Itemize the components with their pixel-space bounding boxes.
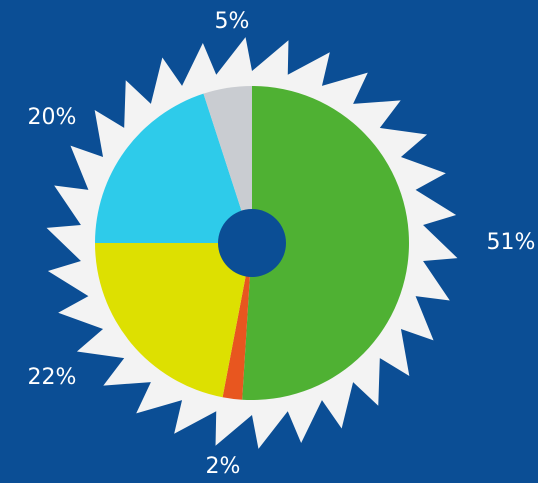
pie-slice (203, 86, 252, 243)
pie-slice (94, 243, 253, 398)
pie-slice (242, 86, 410, 401)
center-hole (218, 209, 286, 277)
value-label: 20% (28, 105, 77, 130)
value-label: 51% (487, 230, 536, 255)
value-label: 22% (28, 365, 77, 390)
value-label: 2% (206, 454, 241, 479)
value-label: 5% (215, 9, 250, 34)
pie-slice (222, 243, 252, 400)
pie-slice (95, 93, 252, 243)
